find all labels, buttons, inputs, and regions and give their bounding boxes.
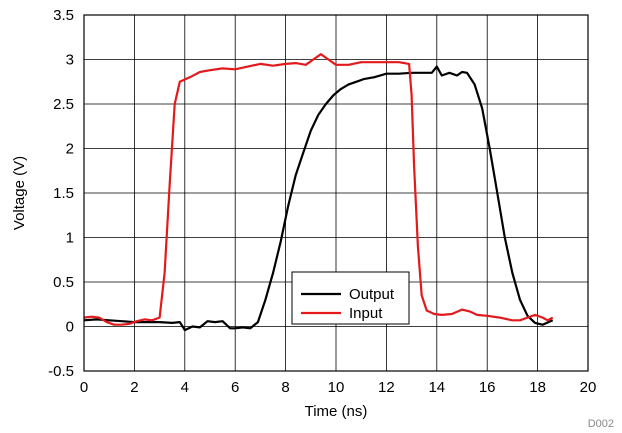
legend: Output Input (291, 271, 410, 325)
y-tick-labels: -0.5 0 0.5 1 1.5 2 2.5 3 3.5 (48, 7, 74, 380)
series-layer (83, 53, 554, 332)
x-tick-label: 16 (479, 379, 496, 396)
x-tick-label: 20 (580, 379, 597, 396)
x-tick-label: 10 (328, 379, 345, 396)
y-tick-label: 3 (66, 52, 74, 69)
y-tick-label: 1.5 (53, 185, 74, 202)
series-line-input (83, 53, 554, 326)
x-tick-label: 8 (281, 379, 289, 396)
y-tick-label: -0.5 (48, 363, 74, 380)
figure-code-label: D002 (588, 418, 614, 430)
legend-label-input: Input (349, 305, 383, 322)
y-axis-title: Voltage (V) (11, 156, 28, 230)
series-line-output (83, 65, 554, 332)
y-tick-label: 2 (66, 141, 74, 158)
y-tick-label: 2.5 (53, 96, 74, 113)
x-tick-label: 12 (378, 379, 395, 396)
x-tick-label: 2 (130, 379, 138, 396)
x-tick-label: 4 (181, 379, 189, 396)
x-tick-label: 0 (80, 379, 88, 396)
y-tick-label: 0 (66, 319, 74, 336)
y-tick-label: 0.5 (53, 274, 74, 291)
x-axis-title: Time (ns) (305, 403, 368, 420)
x-tick-labels: 0 2 4 6 8 10 12 14 16 18 20 (80, 379, 597, 396)
x-tick-label: 6 (231, 379, 239, 396)
y-tick-label: 3.5 (53, 7, 74, 24)
x-tick-label: 18 (529, 379, 546, 396)
legend-label-output: Output (349, 286, 395, 303)
y-tick-label: 1 (66, 230, 74, 247)
x-tick-label: 14 (428, 379, 445, 396)
plot-frame (83, 14, 589, 372)
legend-box (291, 271, 410, 325)
